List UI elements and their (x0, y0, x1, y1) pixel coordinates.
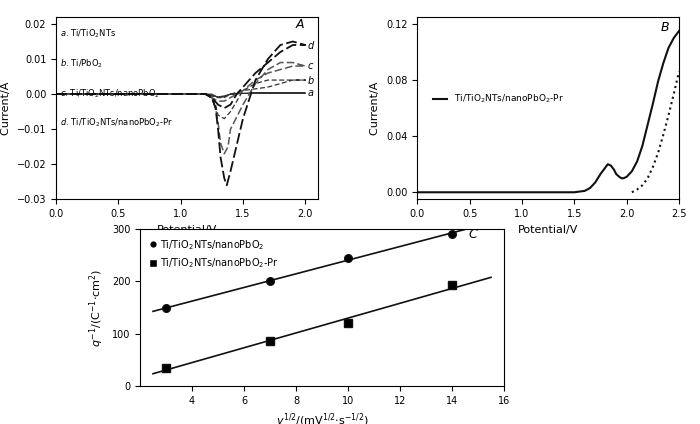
Text: $a$. Ti/TiO$_2$NTs: $a$. Ti/TiO$_2$NTs (60, 28, 116, 40)
Y-axis label: $q^{-1}$/(C$^{-1}$$\cdot$cm$^{2}$): $q^{-1}$/(C$^{-1}$$\cdot$cm$^{2}$) (88, 268, 106, 346)
Text: $A$: $A$ (295, 18, 306, 31)
Legend: Ti/TiO$_2$NTs/nanoPbO$_2$, Ti/TiO$_2$NTs/nanoPbO$_2$-Pr: Ti/TiO$_2$NTs/nanoPbO$_2$, Ti/TiO$_2$NTs… (145, 234, 284, 274)
Y-axis label: Current/​A: Current/​A (1, 81, 11, 135)
Text: $b$. Ti/PbO$_2$: $b$. Ti/PbO$_2$ (60, 57, 103, 70)
Text: $d$: $d$ (307, 39, 315, 51)
X-axis label: Potential/V: Potential/V (518, 225, 578, 234)
Text: $d$. Ti/TiO$_2$NTs/nanoPbO$_2$-Pr: $d$. Ti/TiO$_2$NTs/nanoPbO$_2$-Pr (60, 117, 173, 129)
Text: $c$: $c$ (307, 61, 314, 71)
Text: $a$: $a$ (307, 88, 314, 98)
Y-axis label: Current/​A: Current/​A (370, 81, 381, 135)
Text: $c$. Ti/TiO$_2$NTs/nanoPbO$_2$: $c$. Ti/TiO$_2$NTs/nanoPbO$_2$ (60, 87, 160, 100)
Text: $b$: $b$ (307, 74, 314, 86)
Legend: Ti/TiO$_2$NTs/nanoPbO$_2$-Pr: Ti/TiO$_2$NTs/nanoPbO$_2$-Pr (430, 89, 568, 109)
X-axis label: Potential/V: Potential/V (157, 225, 217, 234)
Text: $C$: $C$ (468, 228, 478, 241)
Text: $B$: $B$ (660, 21, 670, 34)
X-axis label: $v^{1/2}$/(mV$^{1/2}$$\cdot$s$^{-1/2}$): $v^{1/2}$/(mV$^{1/2}$$\cdot$s$^{-1/2}$) (276, 411, 368, 424)
